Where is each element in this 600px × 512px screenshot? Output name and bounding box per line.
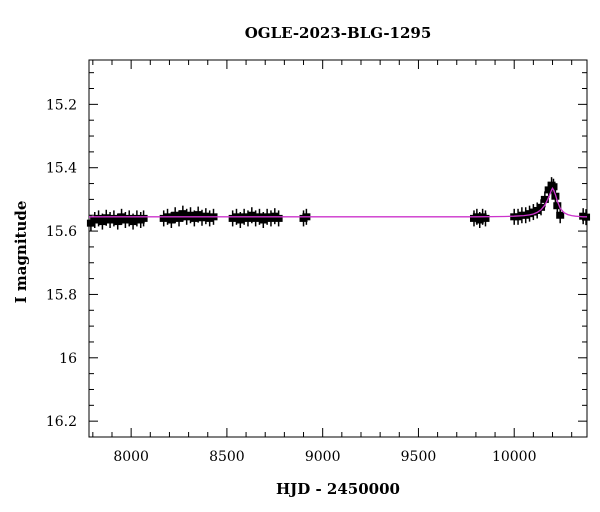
data-point <box>113 218 122 226</box>
x-tick-label: 8000 <box>113 449 149 465</box>
data-point <box>167 216 176 224</box>
y-tick-label: 15.6 <box>46 224 77 240</box>
y-tick-label: 15.4 <box>46 161 77 177</box>
plot-area: 8000 8500 9000 9500 10000 15.2 15.4 15.6 15.8 16 1… <box>46 59 591 465</box>
x-tick-label: 8500 <box>209 449 245 465</box>
y-tick-label: 15.8 <box>46 287 77 303</box>
x-tick-label: 9000 <box>305 449 341 465</box>
data-point <box>537 203 546 211</box>
y-tick-label: 16.2 <box>46 414 77 430</box>
x-tick-label: 9500 <box>401 449 437 465</box>
y-tick-label: 16 <box>59 351 77 367</box>
data-point <box>540 195 549 203</box>
y-axis-label: I magnitude <box>12 201 30 304</box>
data-point <box>274 214 283 222</box>
data-point <box>553 202 562 210</box>
model-curve <box>89 187 587 218</box>
data-point <box>175 214 184 222</box>
chart-title: OGLE-2023-BLG-1295 <box>245 24 432 42</box>
plot-frame <box>88 59 588 438</box>
data-point <box>139 214 148 222</box>
x-tick-label: 10000 <box>492 449 537 465</box>
data-point <box>481 214 490 222</box>
data-point <box>190 214 199 222</box>
data-point <box>98 218 107 226</box>
data-point <box>556 211 565 219</box>
data-point <box>549 183 558 191</box>
x-axis-label: HJD - 2450000 <box>276 480 400 498</box>
data-point <box>544 186 553 194</box>
y-tick-label: 15.2 <box>46 97 77 113</box>
